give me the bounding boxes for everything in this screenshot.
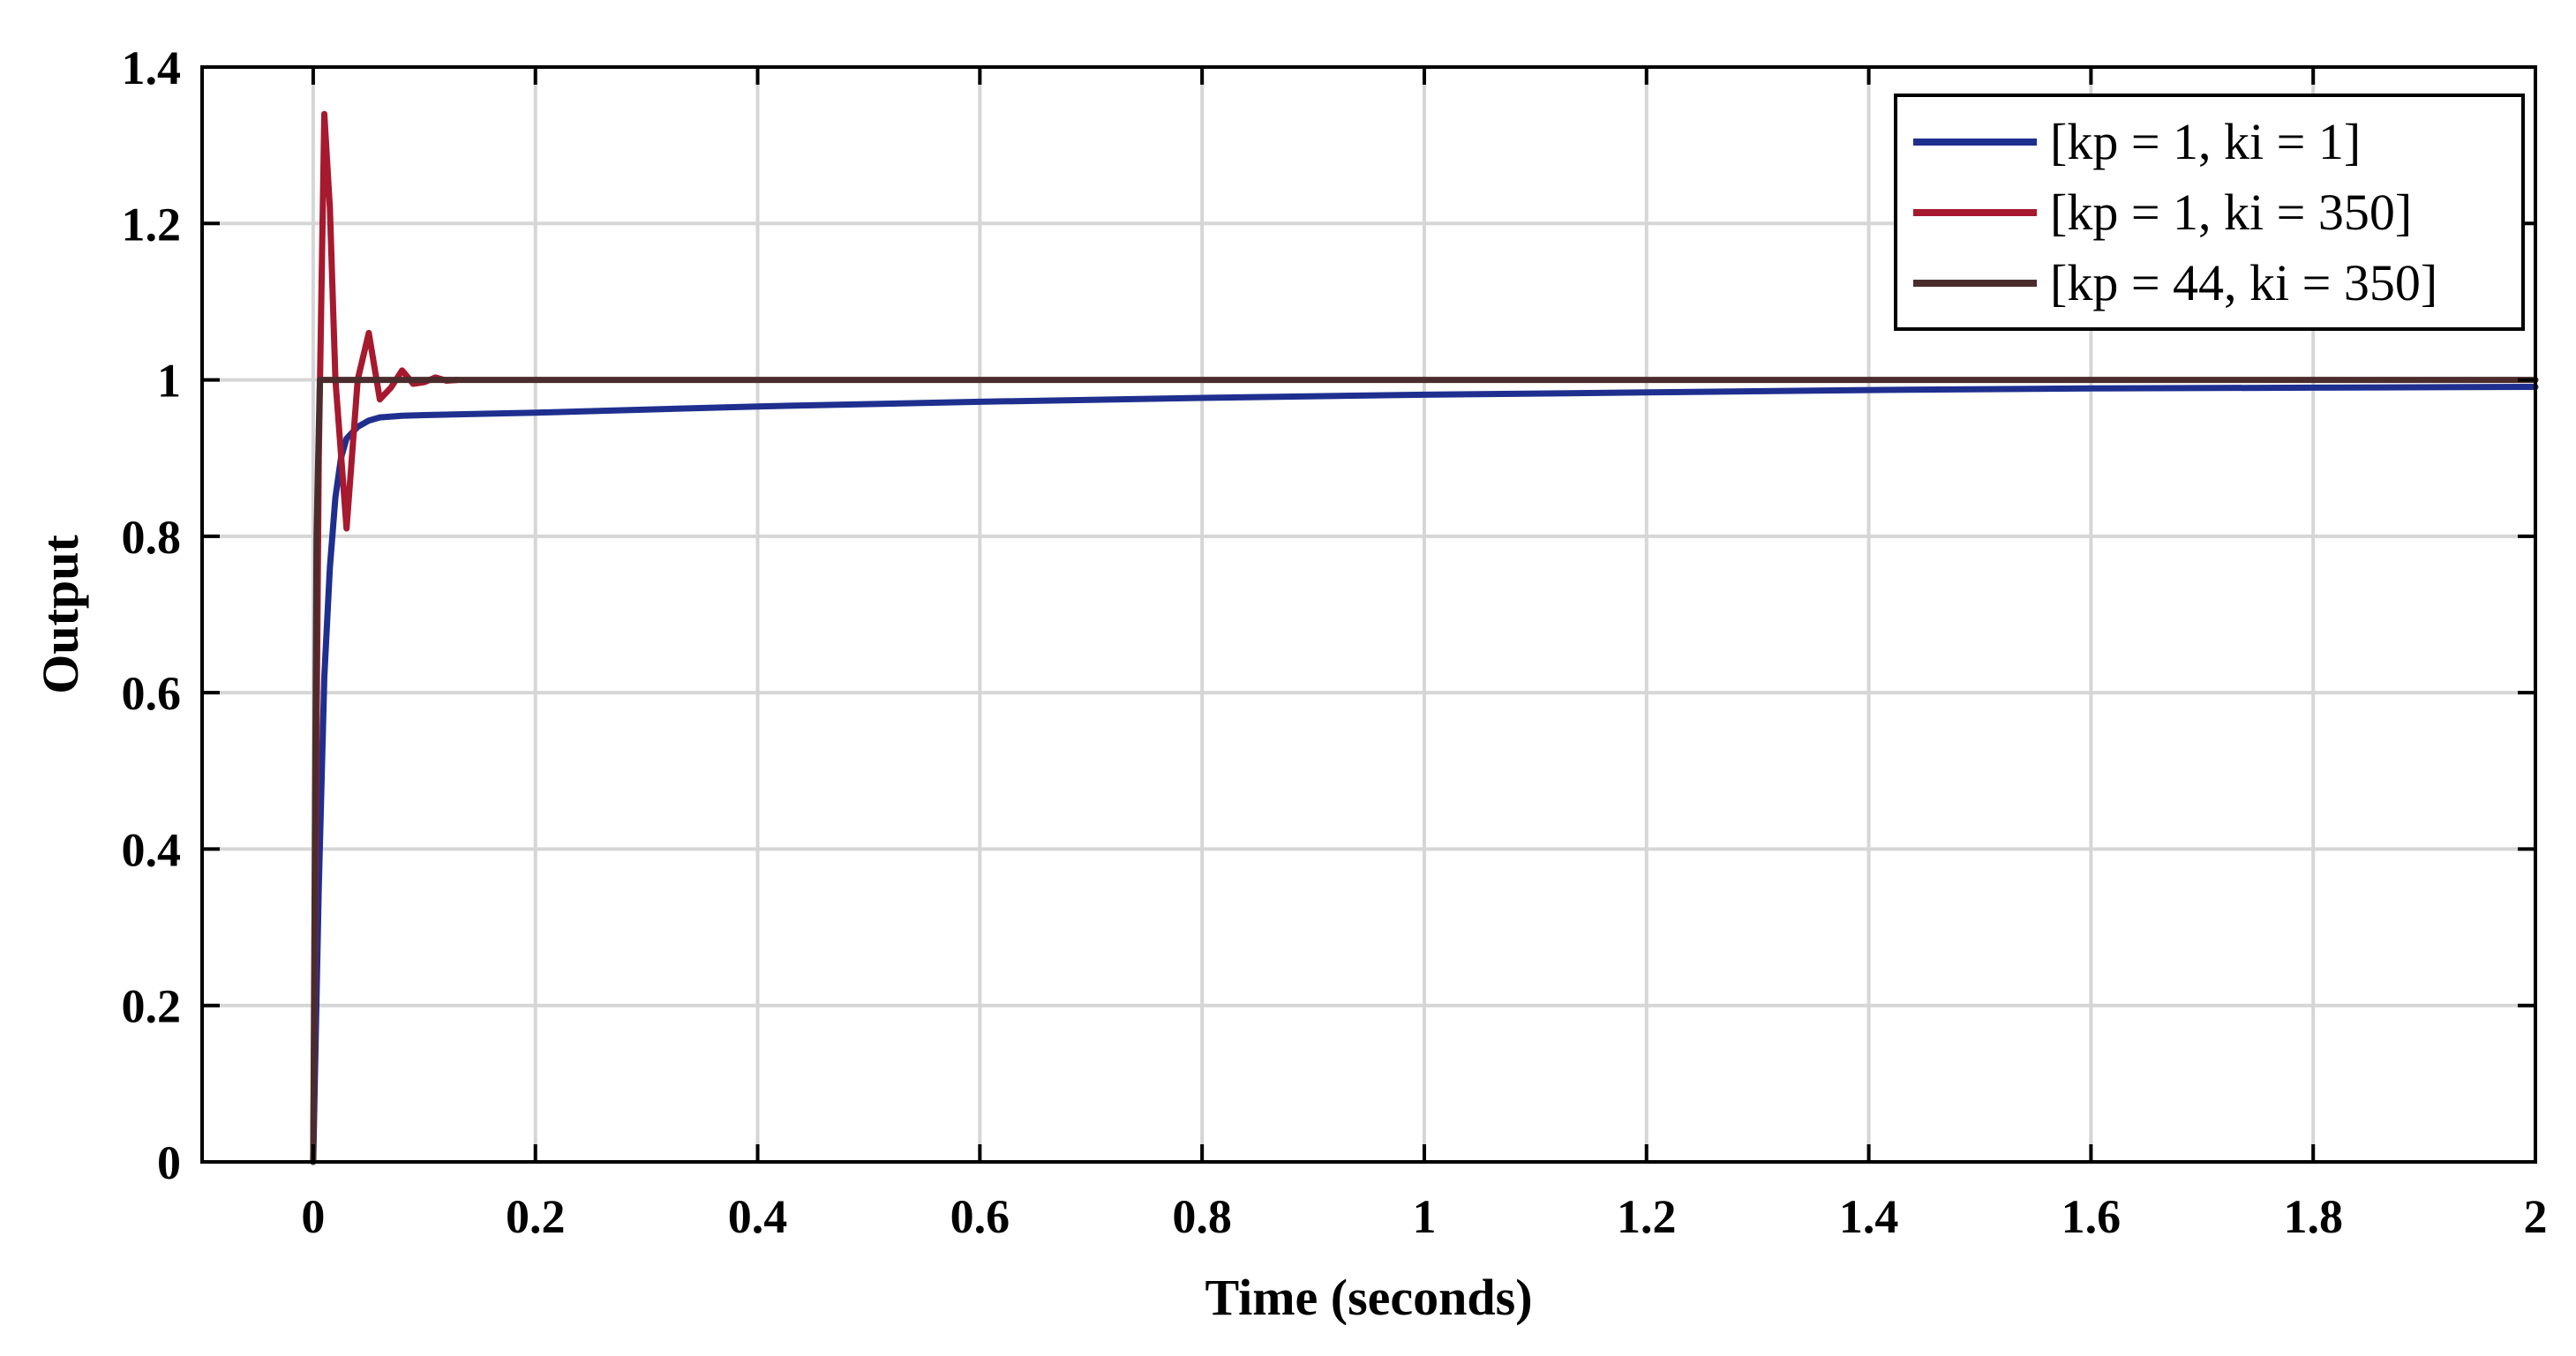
x-tick-label: 0.4: [728, 1190, 788, 1243]
series-lines: [310, 110, 2539, 1165]
x-tick-label: 1.8: [2283, 1190, 2343, 1243]
ticks: 0 0.2 0.4 0.6 0.8 1 1.2 1.4 1.6 1.8 2 0 0.2 0.4 0.6 0.8…: [122, 41, 2548, 1243]
legend-label: [kp = 1, ki = 1]: [2050, 113, 2361, 170]
y-tick-label: 1.4: [122, 41, 182, 94]
x-tick-label: 1.6: [2062, 1190, 2122, 1243]
axes: [200, 65, 2537, 1164]
x-tick-label: 0.8: [1172, 1190, 1232, 1243]
x-tick-label: 0.6: [950, 1190, 1010, 1243]
series-line-1: [310, 384, 2539, 1165]
x-axis-title: Time (seconds): [1205, 1269, 1532, 1326]
x-tick-label: 1.4: [1839, 1190, 1899, 1243]
x-tick-label: 0.2: [506, 1190, 566, 1243]
x-tick-label: 2: [2524, 1190, 2548, 1243]
y-tick-label: 0.8: [122, 511, 182, 564]
plot-frame: [200, 65, 2537, 1164]
legend-label: [kp = 1, ki = 350]: [2050, 184, 2412, 241]
x-tick-label: 1: [1412, 1190, 1436, 1243]
y-tick-label: 0.2: [122, 980, 182, 1033]
x-tick-label: 1.2: [1617, 1190, 1677, 1243]
y-tick-label: 0: [157, 1136, 181, 1189]
y-tick-label: 0.4: [122, 823, 182, 876]
y-tick-label: 0.6: [122, 667, 182, 720]
legend-label: [kp = 44, ki = 350]: [2050, 254, 2437, 311]
legend: [kp = 1, ki = 1] [kp = 1, ki = 350] [kp = …: [1894, 94, 2525, 331]
y-tick-label: 1: [157, 355, 181, 408]
x-tick-label: 0: [301, 1190, 325, 1243]
y-axis-title: Output: [32, 535, 89, 694]
y-tick-label: 1.2: [122, 198, 182, 251]
series-line-3: [310, 377, 2539, 1165]
